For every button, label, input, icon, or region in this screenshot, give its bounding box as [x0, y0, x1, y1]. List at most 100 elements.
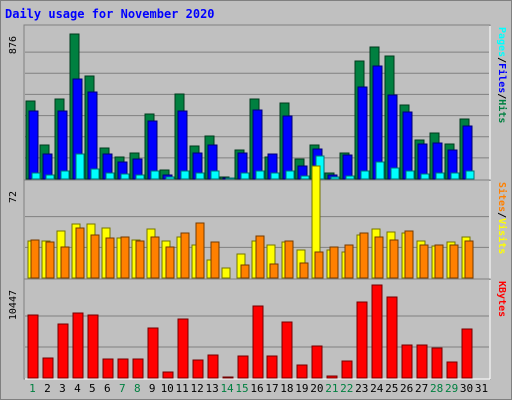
bar-files-9 [147, 120, 158, 180]
bar-pages-16 [255, 170, 265, 180]
bar-pages-21 [330, 176, 340, 180]
axis-max-label: 10447 [8, 290, 19, 320]
legend-item: Visits [496, 218, 508, 254]
bar-sites-25 [389, 239, 399, 279]
bar-kbytes-14 [222, 376, 234, 379]
bar-pages-15 [240, 172, 250, 180]
bar-kbytes-26 [401, 344, 413, 379]
bar-sites-6 [105, 237, 115, 279]
x-tick-label: 5 [89, 382, 96, 395]
bar-pages-7 [120, 173, 130, 180]
bar-kbytes-28 [431, 347, 443, 379]
x-tick-label: 12 [191, 382, 204, 395]
bar-pages-11 [180, 170, 190, 180]
bar-sites-3 [60, 246, 70, 279]
bar-kbytes-23 [356, 301, 368, 379]
legend-item: Files [496, 63, 508, 93]
bar-pages-25 [390, 167, 400, 180]
bar-kbytes-16 [252, 305, 264, 379]
x-tick-label: 23 [355, 382, 368, 395]
x-tick-label: 26 [400, 382, 413, 395]
bar-pages-28 [435, 172, 445, 180]
bar-kbytes-19 [296, 364, 308, 379]
bar-files-18 [282, 115, 293, 180]
x-tick-label: 21 [325, 382, 338, 395]
bar-kbytes-22 [341, 360, 353, 379]
bar-sites-7 [120, 236, 130, 279]
legend: KBytes [496, 281, 507, 317]
x-tick-label: 3 [59, 382, 66, 395]
bar-sites-10 [165, 246, 175, 279]
bar-kbytes-21 [326, 375, 338, 379]
bar-sites-2 [45, 241, 55, 279]
x-tick-label: 7 [119, 382, 126, 395]
x-tick-label: 16 [250, 382, 263, 395]
bar-kbytes-6 [102, 358, 114, 379]
legend-item: Sites [496, 182, 508, 212]
bar-sites-18 [284, 240, 294, 279]
bar-kbytes-4 [72, 312, 84, 379]
bar-pages-26 [405, 170, 415, 180]
legend-item: Pages [496, 27, 507, 57]
panel-1: 876 Pages/Files/Hits [8, 24, 508, 181]
bar-kbytes-18 [281, 321, 293, 379]
bar-sites-16 [255, 235, 265, 279]
bar-sites-21 [329, 246, 339, 279]
bar-kbytes-8 [132, 358, 144, 379]
bar-pages-24 [375, 161, 385, 180]
x-tick-label: 24 [370, 382, 384, 395]
bar-files-22 [342, 154, 353, 180]
x-tick-label: 11 [176, 382, 189, 395]
bar-sites-15 [240, 264, 250, 279]
x-tick-label: 13 [205, 382, 218, 395]
bar-kbytes-30 [461, 328, 473, 379]
bar-files-3 [57, 110, 68, 180]
legend-item: / [496, 57, 507, 63]
x-tick-label: 1 [29, 382, 36, 395]
bar-files-25 [387, 94, 398, 180]
bar-files-1 [28, 110, 39, 180]
x-tick-label: 28 [430, 382, 443, 395]
bar-sites-13 [210, 241, 220, 279]
panel-2: 72 Sites/Visits [8, 165, 508, 280]
x-tick-label: 19 [295, 382, 308, 395]
bar-kbytes-24 [371, 284, 383, 379]
bar-sites-17 [269, 263, 279, 279]
bar-files-26 [402, 111, 413, 180]
bar-pages-13 [210, 170, 220, 180]
bar-kbytes-5 [87, 314, 99, 379]
x-tick-label: 25 [385, 382, 398, 395]
legend-item: KBytes [496, 281, 507, 317]
legend-item: / [496, 212, 507, 218]
bar-kbytes-29 [446, 361, 458, 379]
x-tick-label: 22 [340, 382, 353, 395]
bar-sites-5 [90, 234, 100, 279]
bar-kbytes-3 [57, 323, 69, 379]
x-tick-label: 29 [445, 382, 458, 395]
bar-files-23 [357, 86, 368, 180]
x-tick-label: 10 [161, 382, 174, 395]
bar-sites-29 [449, 244, 459, 279]
bar-sites-8 [135, 240, 145, 279]
bar-pages-14 [225, 177, 235, 180]
legend-item: Hits [496, 99, 508, 123]
bar-kbytes-10 [162, 371, 174, 379]
bar-kbytes-7 [117, 358, 129, 379]
panel-3: 10447 KBytes [8, 278, 507, 380]
bar-sites-11 [180, 232, 190, 279]
bar-sites-22 [344, 244, 354, 279]
bar-pages-30 [465, 170, 475, 180]
bar-kbytes-27 [416, 344, 428, 379]
bar-pages-22 [345, 175, 355, 180]
bar-kbytes-25 [386, 296, 398, 379]
x-tick-label: 6 [104, 382, 111, 395]
x-tick-label: 14 [220, 382, 234, 395]
bar-pages-29 [450, 172, 460, 180]
x-tick-label: 17 [265, 382, 278, 395]
bar-pages-4 [75, 153, 85, 180]
bar-files-5 [87, 91, 98, 180]
x-tick-label: 18 [280, 382, 293, 395]
bar-sites-24 [374, 236, 384, 279]
x-tick-label: 4 [74, 382, 81, 395]
bar-files-11 [177, 110, 188, 180]
